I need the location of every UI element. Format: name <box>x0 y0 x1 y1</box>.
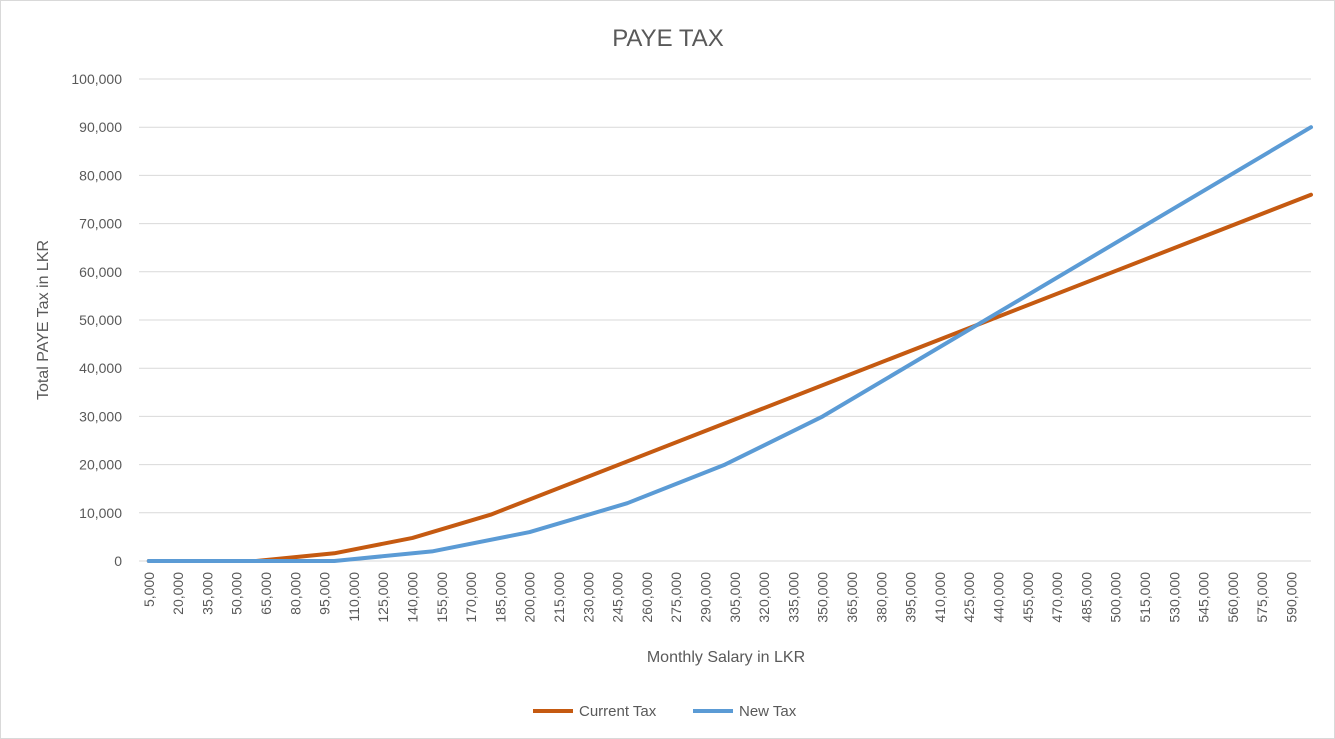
x-tick-label: 365,000 <box>844 572 860 623</box>
x-tick-label: 545,000 <box>1196 572 1212 623</box>
y-tick-label: 40,000 <box>79 360 122 376</box>
x-tick-label: 65,000 <box>258 572 274 615</box>
x-tick-label: 305,000 <box>727 572 743 623</box>
x-tick-label: 410,000 <box>932 572 948 623</box>
y-tick-label: 60,000 <box>79 264 122 280</box>
y-tick-label: 10,000 <box>79 505 122 521</box>
x-tick-label: 80,000 <box>287 572 303 615</box>
x-tick-label: 470,000 <box>1049 572 1065 623</box>
x-tick-label: 170,000 <box>463 572 479 623</box>
legend-label: Current Tax <box>579 703 657 720</box>
x-axis-ticks: 5,000 20,000 35,000 50,000 65,000 80,000 95,00… <box>141 572 1300 623</box>
x-axis-title: Monthly Salary in LKR <box>647 649 805 666</box>
y-tick-label: 30,000 <box>79 408 122 424</box>
x-tick-label: 245,000 <box>610 572 626 623</box>
legend-label: New Tax <box>739 703 797 720</box>
x-tick-label: 155,000 <box>434 572 450 623</box>
x-tick-label: 20,000 <box>170 572 186 615</box>
x-tick-label: 575,000 <box>1254 572 1270 623</box>
x-tick-label: 440,000 <box>990 572 1006 623</box>
y-tick-label: 0 <box>114 553 122 569</box>
x-tick-label: 125,000 <box>375 572 391 623</box>
y-tick-label: 50,000 <box>79 312 122 328</box>
x-tick-label: 35,000 <box>199 572 215 615</box>
y-tick-label: 100,000 <box>71 71 122 87</box>
x-tick-label: 140,000 <box>404 572 420 623</box>
x-tick-label: 590,000 <box>1283 572 1299 623</box>
x-tick-label: 380,000 <box>873 572 889 623</box>
x-tick-label: 275,000 <box>668 572 684 623</box>
x-tick-label: 350,000 <box>815 572 831 623</box>
x-tick-label: 515,000 <box>1137 572 1153 623</box>
x-tick-label: 260,000 <box>639 572 655 623</box>
x-tick-label: 425,000 <box>961 572 977 623</box>
y-axis-title: Total PAYE Tax in LKR <box>35 240 52 400</box>
x-tick-label: 110,000 <box>346 572 362 622</box>
series-line-current-tax <box>146 192 1313 563</box>
y-axis-ticks: 0 10,000 20,000 30,000 40,000 50,000 60,000 70,… <box>71 71 122 569</box>
y-tick-label: 80,000 <box>79 167 122 183</box>
x-tick-label: 215,000 <box>551 572 567 623</box>
x-tick-label: 5,000 <box>141 572 157 607</box>
x-tick-label: 230,000 <box>580 572 596 623</box>
x-tick-label: 500,000 <box>1108 572 1124 623</box>
x-tick-label: 200,000 <box>522 572 538 623</box>
x-tick-label: 530,000 <box>1166 572 1182 623</box>
x-tick-label: 335,000 <box>785 572 801 623</box>
gridlines <box>139 78 1311 562</box>
x-tick-label: 50,000 <box>229 572 245 615</box>
series-lines <box>146 125 1313 563</box>
y-tick-label: 70,000 <box>79 216 122 232</box>
x-tick-label: 185,000 <box>492 572 508 623</box>
series-line-new-tax <box>146 125 1313 563</box>
x-tick-label: 455,000 <box>1020 572 1036 623</box>
chart-title: PAYE TAX <box>612 25 724 52</box>
y-tick-label: 20,000 <box>79 457 122 473</box>
x-tick-label: 95,000 <box>317 572 333 615</box>
x-tick-label: 395,000 <box>903 572 919 623</box>
y-tick-label: 90,000 <box>79 119 122 135</box>
x-tick-label: 560,000 <box>1225 572 1241 623</box>
x-tick-label: 320,000 <box>756 572 772 623</box>
legend: Current Tax New Tax <box>533 703 797 720</box>
x-tick-label: 485,000 <box>1078 572 1094 623</box>
x-tick-label: 290,000 <box>697 572 713 623</box>
